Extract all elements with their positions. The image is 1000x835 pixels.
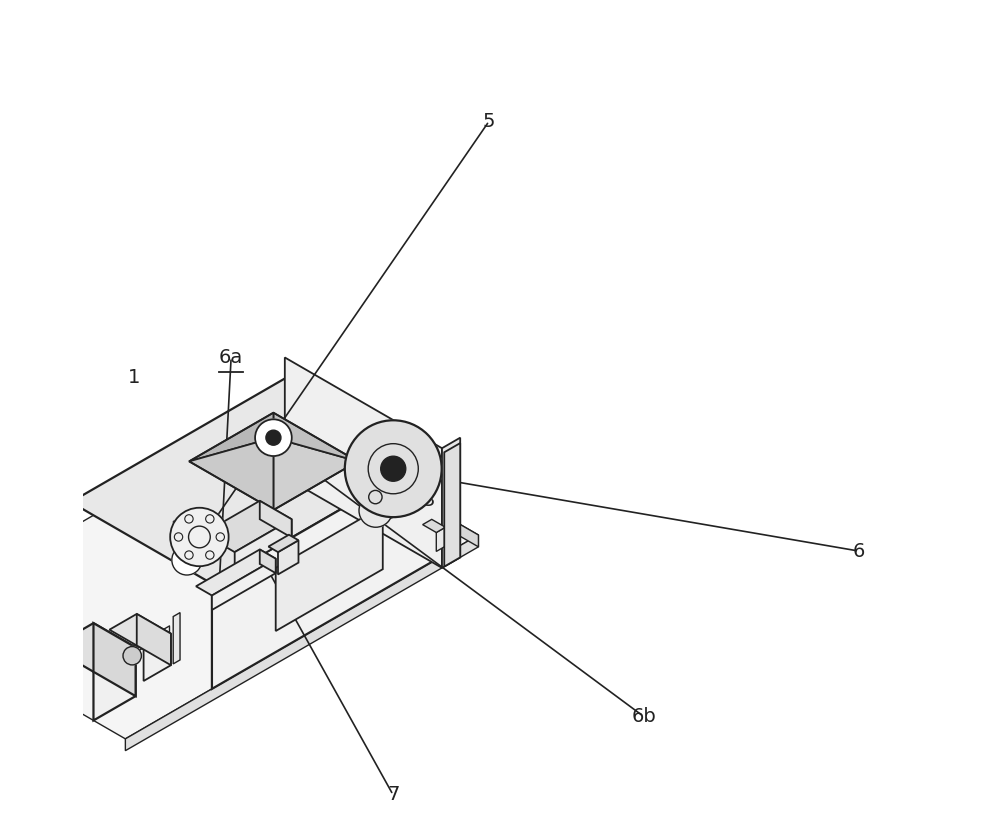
Circle shape <box>123 646 141 665</box>
Polygon shape <box>235 519 292 570</box>
Text: 1: 1 <box>128 368 140 387</box>
Polygon shape <box>189 438 273 510</box>
Polygon shape <box>51 623 136 672</box>
Polygon shape <box>189 519 210 554</box>
Polygon shape <box>268 534 298 552</box>
Circle shape <box>172 545 202 575</box>
Polygon shape <box>278 540 298 574</box>
Polygon shape <box>273 412 358 462</box>
Polygon shape <box>189 412 273 462</box>
Polygon shape <box>173 510 210 531</box>
Polygon shape <box>144 634 171 681</box>
Polygon shape <box>260 501 292 538</box>
Polygon shape <box>423 519 445 533</box>
Text: 5: 5 <box>483 112 495 130</box>
Circle shape <box>170 508 229 566</box>
Polygon shape <box>93 647 136 721</box>
Polygon shape <box>93 623 136 696</box>
Polygon shape <box>137 614 171 665</box>
Text: 3: 3 <box>423 492 435 510</box>
Circle shape <box>345 420 442 517</box>
Text: 6a: 6a <box>219 348 243 367</box>
Polygon shape <box>260 549 276 573</box>
Polygon shape <box>444 443 460 567</box>
Polygon shape <box>212 453 440 689</box>
Circle shape <box>255 419 292 456</box>
Polygon shape <box>436 527 445 551</box>
Circle shape <box>266 430 281 445</box>
Polygon shape <box>71 371 440 584</box>
Polygon shape <box>212 559 276 610</box>
Circle shape <box>359 493 392 527</box>
Text: 6: 6 <box>853 542 865 560</box>
Text: 6b: 6b <box>631 707 656 726</box>
Polygon shape <box>203 501 292 552</box>
Polygon shape <box>285 357 442 568</box>
Text: 7: 7 <box>387 786 399 804</box>
Polygon shape <box>276 506 383 631</box>
Polygon shape <box>442 438 460 568</box>
Polygon shape <box>196 549 276 595</box>
Polygon shape <box>125 535 478 751</box>
Polygon shape <box>109 614 171 650</box>
Polygon shape <box>273 438 358 510</box>
Polygon shape <box>0 414 478 739</box>
Polygon shape <box>298 371 440 558</box>
Polygon shape <box>173 613 180 664</box>
Circle shape <box>381 456 406 481</box>
Polygon shape <box>269 414 478 547</box>
